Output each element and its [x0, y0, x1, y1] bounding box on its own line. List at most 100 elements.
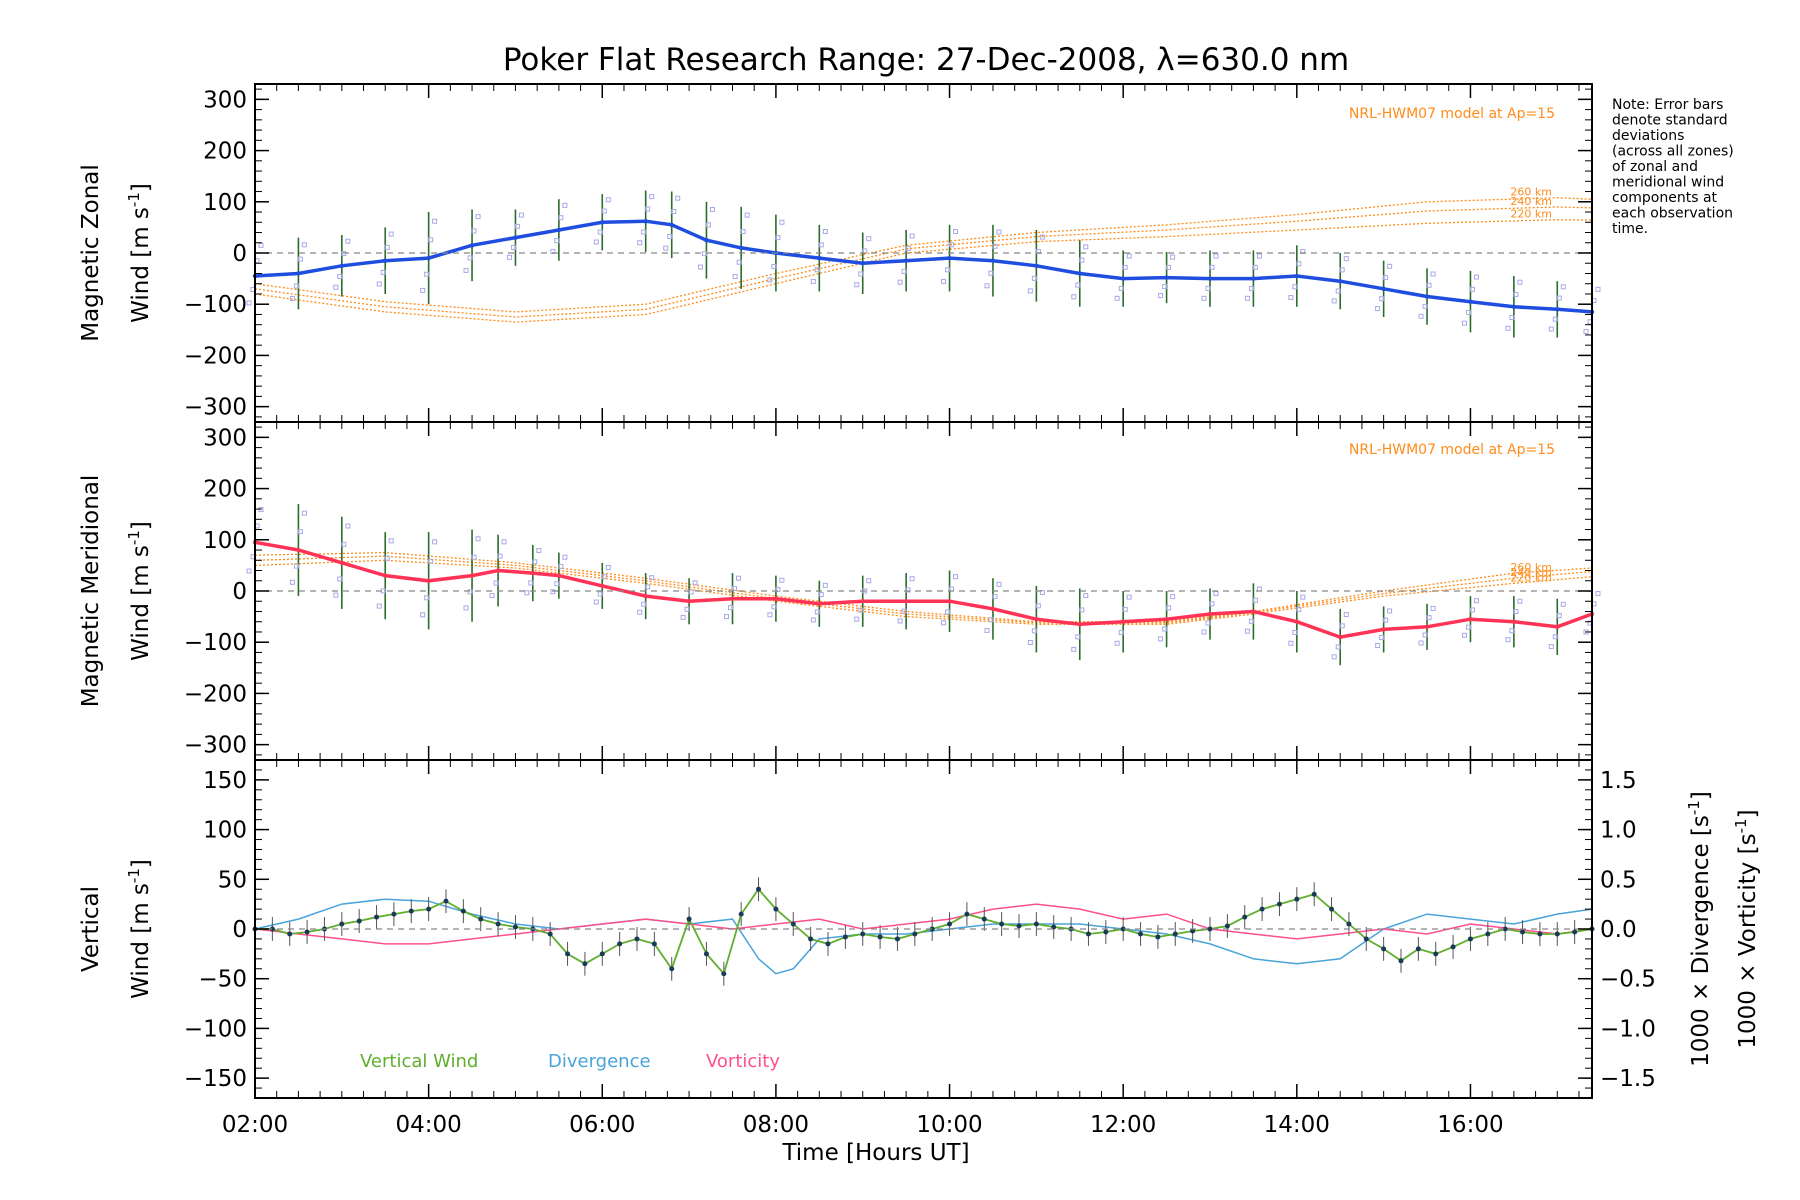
model-curve: [254, 555, 1593, 624]
x-axis-label: Time [Hours UT]: [781, 1140, 969, 1166]
zone-sample: [909, 233, 915, 239]
vertical-wind-point: [999, 921, 1005, 927]
zone-sample: [645, 206, 651, 212]
zone-sample: [1201, 629, 1207, 635]
zone-sample: [1379, 634, 1385, 640]
zone-sample: [1509, 315, 1515, 321]
zone-sample: [593, 239, 599, 245]
zone-sample: [1335, 288, 1341, 294]
zone-sample: [246, 300, 252, 306]
vertical-wind-point: [808, 936, 814, 942]
series-point: [738, 245, 744, 251]
series-point: [730, 596, 735, 601]
zone-sample: [471, 554, 477, 560]
zone-sample: [663, 245, 669, 251]
vertical-wind-point: [703, 951, 709, 957]
zone-sample: [524, 590, 530, 596]
vertical-wind-point: [443, 898, 449, 904]
zone-sample: [818, 592, 824, 598]
zone-sample: [337, 576, 343, 582]
vertical-wind-point: [304, 929, 310, 935]
zone-sample: [601, 574, 607, 580]
zone-sample: [301, 242, 307, 248]
vertical-wind-point: [790, 921, 796, 927]
vertical-wind-point: [1242, 914, 1248, 920]
zone-sample: [1595, 286, 1601, 292]
zone-sample: [497, 553, 503, 559]
zone-sample: [388, 231, 394, 237]
zone-sample: [1552, 634, 1558, 640]
series-point: [339, 263, 345, 269]
model-curve-label: 260 km: [1510, 561, 1552, 574]
series-point: [1164, 275, 1169, 280]
x-tick-label: 14:00: [1264, 1112, 1330, 1138]
zone-sample: [432, 539, 438, 545]
vertical-wind-line: [255, 887, 1593, 976]
model-curve-label: 220 km: [1510, 571, 1552, 584]
series-point: [1251, 276, 1256, 281]
zone-sample: [463, 605, 469, 611]
zone-sample: [593, 599, 599, 605]
zone-sample: [810, 278, 816, 284]
zone-sample: [1292, 629, 1298, 635]
zone-sample: [697, 264, 703, 270]
series-point: [686, 599, 692, 604]
series-point: [1207, 611, 1213, 617]
zone-sample: [732, 585, 737, 591]
series-point: [1468, 299, 1473, 304]
zone-sample: [432, 218, 438, 224]
zonal-model-label: NRL-HWM07 model at Ap=15: [1349, 106, 1555, 122]
series-point: [469, 243, 475, 248]
series-point: [1424, 294, 1430, 299]
y-tick-label: 100: [203, 818, 247, 844]
vertical-wind-point: [721, 971, 727, 977]
zone-sample: [1469, 286, 1475, 292]
vertical-wind-point: [1572, 929, 1578, 935]
series-point: [426, 578, 431, 583]
zone-sample: [1343, 256, 1349, 262]
zone-sample: [1027, 639, 1033, 645]
zone-sample: [1256, 253, 1262, 259]
series-point: [1120, 619, 1126, 624]
zone-sample: [1118, 629, 1124, 635]
zone-sample: [554, 581, 560, 587]
zone-sample: [1158, 293, 1164, 299]
zone-sample: [641, 229, 647, 235]
vertical-wind-point: [287, 931, 293, 937]
zone-sample: [601, 208, 607, 214]
zone-sample: [1418, 640, 1424, 646]
zone-sample: [376, 281, 382, 287]
note-line: meridional wind: [1612, 175, 1724, 191]
vertical-wind-point: [356, 918, 362, 924]
zone-sample: [1513, 608, 1519, 614]
zone-sample: [1126, 594, 1132, 600]
zone-sample: [1517, 598, 1523, 604]
x-tick-label: 12:00: [1090, 1112, 1156, 1138]
zone-sample: [1158, 636, 1164, 642]
zone-sample: [376, 603, 382, 609]
zone-sample: [709, 206, 715, 212]
meridional-error-bars: [246, 501, 1601, 666]
zone-sample: [684, 606, 690, 612]
zone-sample: [1379, 296, 1385, 302]
zone-sample: [597, 591, 603, 597]
series-point: [1251, 609, 1256, 614]
series-point: [600, 220, 605, 225]
zone-sample: [1162, 284, 1168, 290]
zone-sample: [1162, 626, 1168, 632]
vertical-wind-point: [391, 911, 397, 917]
y-tick-label: −50: [198, 967, 247, 993]
zone-sample: [1465, 309, 1471, 315]
zone-sample: [1513, 291, 1519, 297]
zone-sample: [1288, 640, 1294, 646]
zone-sample: [424, 595, 430, 601]
zone-sample: [605, 564, 611, 570]
zone-sample: [554, 238, 560, 244]
series-point: [903, 599, 909, 604]
zone-sample: [467, 589, 473, 595]
series-point: [1164, 616, 1169, 622]
note-line: denote standard: [1612, 113, 1728, 129]
zone-sample: [297, 256, 303, 262]
meridional-model-label: NRL-HWM07 model at Ap=15: [1349, 442, 1555, 458]
